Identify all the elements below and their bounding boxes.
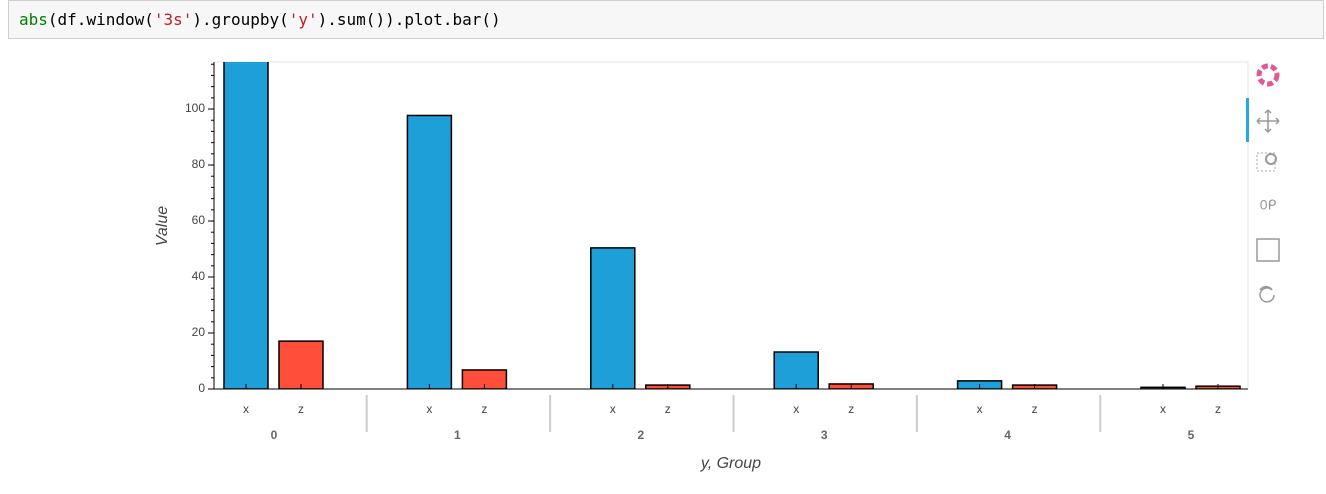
active-indicator [1246,98,1249,142]
group-label: 0 [271,428,278,442]
code-token: '3s' [153,10,193,29]
chart: Value y, Group 0ᑭ 0 20 40 60 80 100 0 x z 1 x z 2 x z 3… [154,61,1280,472]
code-token: ).sum()).plot.bar() [317,10,501,29]
y-axis-label: Value [154,206,171,246]
group-label: 5 [1188,428,1195,442]
x-tick-label: x [793,402,799,416]
bar [278,340,324,389]
bokeh-logo[interactable] [1256,63,1280,87]
code-token: abs [19,10,48,29]
x-tick-label: z [665,402,671,416]
bars [223,62,1241,389]
code-token: 'y' [288,10,318,29]
x-axis-label: y, Group [700,455,761,472]
x-tick-label: z [1032,402,1038,416]
x-tick-label: x [977,402,983,416]
bar [773,351,819,389]
y-tick-label: 40 [192,269,206,283]
code-cell[interactable]: abs(df.window('3s').groupby('y').sum()).… [8,0,1324,39]
x-tick-label: x [610,402,616,416]
plot-frame [213,61,1249,390]
y-tick-label: 0 [198,381,205,395]
bar [406,114,453,389]
bar [223,62,269,389]
save-tool[interactable] [1256,238,1280,262]
box-zoom-icon [1265,153,1277,165]
y-tick-label: 20 [192,325,206,339]
x-tick-label: x [1160,402,1166,416]
box-zoom-tool[interactable] [1256,152,1276,172]
bar [590,247,636,389]
x-tick-label: z [298,402,304,416]
x-tick-label: x [426,402,432,416]
group-label: 1 [454,428,461,442]
group-label: 4 [1004,428,1011,442]
reset-tool[interactable] [1259,285,1275,303]
y-tick-label: 60 [192,213,206,227]
x-tick-label: z [1215,402,1221,416]
code-token: ).groupby( [192,10,289,29]
x-tick-label: x [243,402,249,416]
x-tick-label: z [481,402,487,416]
group-label: 3 [821,428,828,442]
y-tick-label: 100 [185,101,205,115]
x-tick-label: z [848,402,854,416]
group-label: 2 [637,428,644,442]
wheel-zoom-tool[interactable]: 0ᑭ [1260,197,1277,213]
pan-tool[interactable] [1256,109,1280,133]
bar [461,369,508,389]
y-tick-label: 80 [192,157,206,171]
toolbar: 0ᑭ [1246,63,1280,303]
code-token: (df.window( [47,10,154,29]
